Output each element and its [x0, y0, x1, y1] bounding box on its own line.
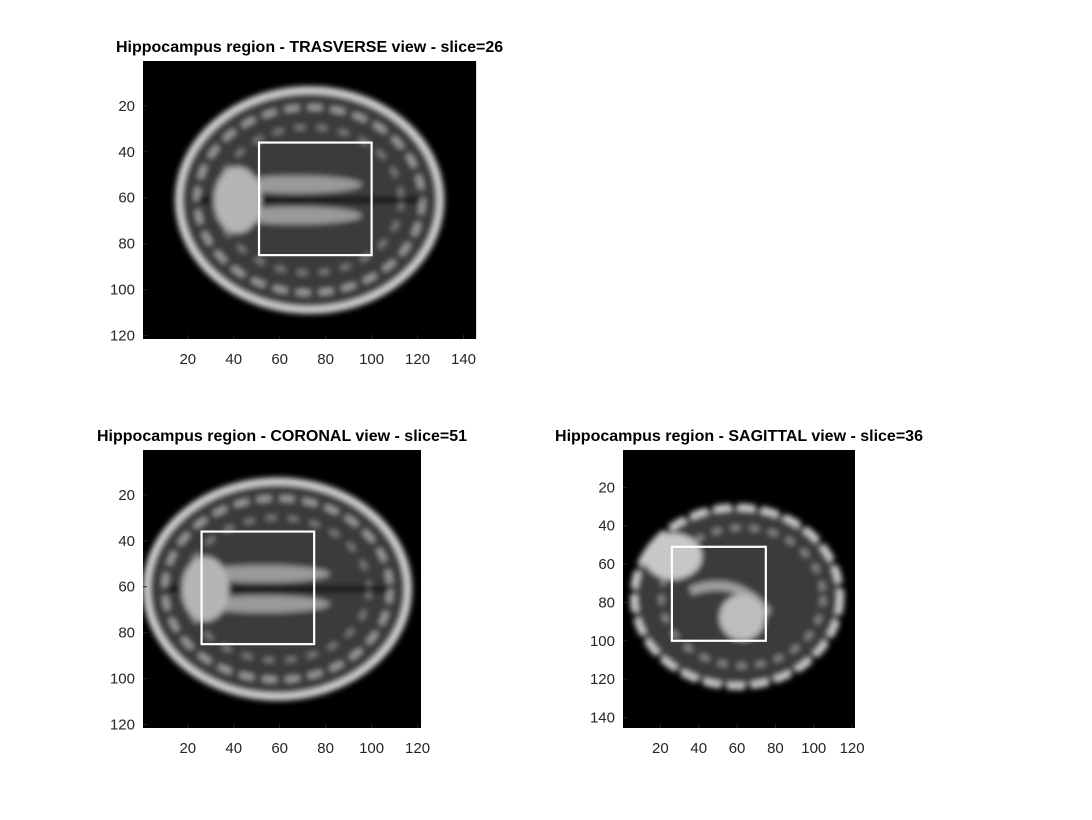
sagittal-title: Hippocampus region - SAGITTAL view - sli…: [555, 428, 923, 445]
coronal-y-tick-label: 120: [110, 717, 135, 734]
sagittal-panel: Hippocampus region - SAGITTAL view - sli…: [555, 428, 923, 757]
sagittal-y-tick-label: 120: [590, 671, 615, 688]
sagittal-y-tick-label: 140: [590, 709, 615, 726]
transverse-x-tick-label: 80: [317, 351, 334, 368]
transverse-y-tick-label: 40: [118, 144, 135, 161]
transverse-roi-box: [257, 141, 373, 257]
transverse-x-tick-label: 120: [405, 351, 430, 368]
transverse-y-tick-label: 120: [110, 328, 135, 345]
transverse-brain-image: [175, 86, 445, 314]
coronal-y-tick-label: 40: [118, 533, 135, 550]
sagittal-cortex-ring: [630, 503, 845, 690]
transverse-y-ticks: 20 40 60 80 100 120: [110, 98, 147, 345]
sagittal-y-tick-label: 40: [598, 518, 615, 535]
transverse-y-tick-label: 60: [118, 190, 135, 207]
coronal-posterior-bright: [181, 556, 229, 622]
coronal-x-tick-label: 60: [271, 740, 288, 757]
coronal-x-tick-label: 80: [317, 740, 334, 757]
coronal-x-tick-label: 40: [225, 740, 242, 757]
coronal-brain-image: [143, 477, 412, 701]
sagittal-x-tick-label: 20: [652, 740, 669, 757]
transverse-gyri-ring: [194, 104, 425, 296]
sagittal-y-tick-label: 60: [598, 556, 615, 573]
transverse-y-tick-label: 80: [118, 236, 135, 253]
coronal-roi-box: [200, 530, 316, 646]
coronal-y-tick-label: 20: [118, 487, 135, 504]
coronal-title: Hippocampus region - CORONAL view - slic…: [97, 428, 467, 445]
coronal-gyri-ring: [162, 495, 393, 683]
coronal-white-matter-lower: [198, 595, 330, 613]
coronal-x-ticks: 20 40 60 80 100 120: [179, 724, 430, 757]
transverse-x-ticks: 20 40 60 80 100 120 140: [179, 335, 476, 368]
coronal-x-tick-label: 100: [359, 740, 384, 757]
sagittal-y-tick-label: 20: [598, 479, 615, 496]
sagittal-x-tick-label: 60: [729, 740, 746, 757]
transverse-y-tick-label: 20: [118, 98, 135, 115]
coronal-panel: Hippocampus region - CORONAL view - slic…: [97, 428, 467, 757]
coronal-y-ticks: 20 40 60 80 100 120: [110, 487, 147, 734]
coronal-y-tick-label: 100: [110, 671, 135, 688]
sagittal-brain-image: [630, 503, 845, 690]
coronal-y-tick-label: 60: [118, 579, 135, 596]
sagittal-x-tick-label: 40: [690, 740, 707, 757]
coronal-x-tick-label: 20: [179, 740, 196, 757]
transverse-title: Hippocampus region - TRASVERSE view - sl…: [116, 39, 503, 56]
sagittal-y-ticks: 20 40 60 80 100 120 140: [590, 479, 627, 726]
transverse-x-tick-label: 40: [225, 351, 242, 368]
coronal-x-tick-label: 120: [405, 740, 430, 757]
transverse-x-tick-label: 20: [179, 351, 196, 368]
transverse-posterior-bright: [213, 166, 262, 234]
transverse-x-tick-label: 140: [451, 351, 476, 368]
transverse-white-matter-upper: [230, 175, 362, 194]
sagittal-x-tick-label: 80: [767, 740, 784, 757]
transverse-y-tick-label: 100: [110, 282, 135, 299]
sagittal-y-tick-label: 80: [598, 594, 615, 611]
transverse-panel: Hippocampus region - TRASVERSE view - sl…: [110, 39, 503, 368]
transverse-x-tick-label: 100: [359, 351, 384, 368]
sagittal-roi-box: [670, 545, 767, 642]
transverse-white-matter-lower: [230, 206, 362, 225]
sagittal-x-tick-label: 120: [840, 740, 865, 757]
sagittal-y-tick-label: 100: [590, 633, 615, 650]
coronal-white-matter-upper: [198, 565, 330, 583]
sagittal-hippocampal-bright: [719, 594, 766, 641]
sagittal-x-ticks: 20 40 60 80 100 120: [652, 724, 865, 757]
coronal-cortex-ring: [143, 477, 412, 701]
transverse-cortex-ring: [175, 86, 445, 314]
transverse-x-tick-label: 60: [271, 351, 288, 368]
sagittal-x-tick-label: 100: [801, 740, 826, 757]
coronal-y-tick-label: 80: [118, 625, 135, 642]
